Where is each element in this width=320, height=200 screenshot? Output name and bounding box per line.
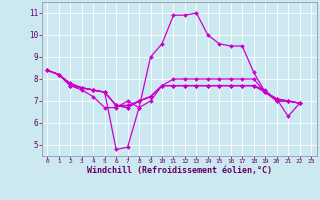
X-axis label: Windchill (Refroidissement éolien,°C): Windchill (Refroidissement éolien,°C) xyxy=(87,166,272,175)
